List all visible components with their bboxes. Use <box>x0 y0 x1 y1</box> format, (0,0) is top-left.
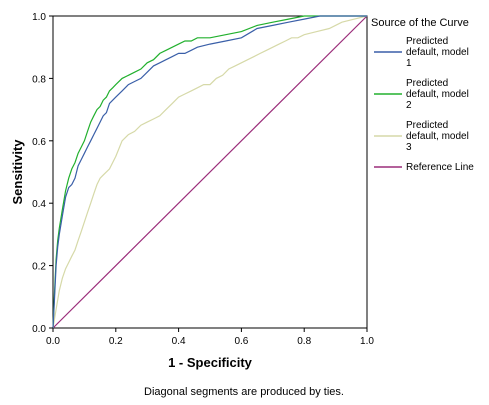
x-tick-label: 0.4 <box>172 336 186 347</box>
legend-label: Predicted <box>406 36 448 47</box>
y-tick-label: 0.4 <box>32 199 46 210</box>
x-tick-label: 0.0 <box>46 336 60 347</box>
x-axis-title: 1 - Specificity <box>168 355 253 370</box>
legend-label: 2 <box>406 100 412 111</box>
legend-label: 3 <box>406 142 412 153</box>
legend-title: Source of the Curve <box>371 17 469 29</box>
legend-label: Predicted <box>406 120 448 131</box>
series-line-3 <box>52 15 368 329</box>
y-tick-label: 0.6 <box>32 137 46 148</box>
y-tick-label: 0.0 <box>32 324 46 335</box>
legend-label: default, model <box>406 47 469 58</box>
series-line-2 <box>52 15 367 329</box>
y-axis: 0.0 0.2 0.4 0.6 0.8 1.0 <box>32 12 53 335</box>
legend-label: default, model <box>406 131 469 142</box>
y-tick-label: 1.0 <box>32 12 46 23</box>
x-tick-label: 0.8 <box>297 336 311 347</box>
legend-label: 1 <box>406 58 412 69</box>
x-tick-label: 0.6 <box>234 336 248 347</box>
series-line-4 <box>52 15 368 329</box>
y-tick-label: 0.2 <box>32 262 46 273</box>
series-layer <box>52 15 368 329</box>
y-axis-title: Sensitivity <box>10 139 25 205</box>
legend-label: default, model <box>406 89 469 100</box>
x-axis: 0.0 0.2 0.4 0.6 0.8 1.0 <box>46 328 374 347</box>
y-tick-label: 0.8 <box>32 74 46 85</box>
x-tick-label: 0.2 <box>109 336 123 347</box>
legend-label: Predicted <box>406 78 448 89</box>
footnote: Diagonal segments are produced by ties. <box>144 386 344 398</box>
legend-label: Reference Line <box>406 162 474 173</box>
x-tick-label: 1.0 <box>360 336 374 347</box>
series-line-1 <box>52 15 367 329</box>
